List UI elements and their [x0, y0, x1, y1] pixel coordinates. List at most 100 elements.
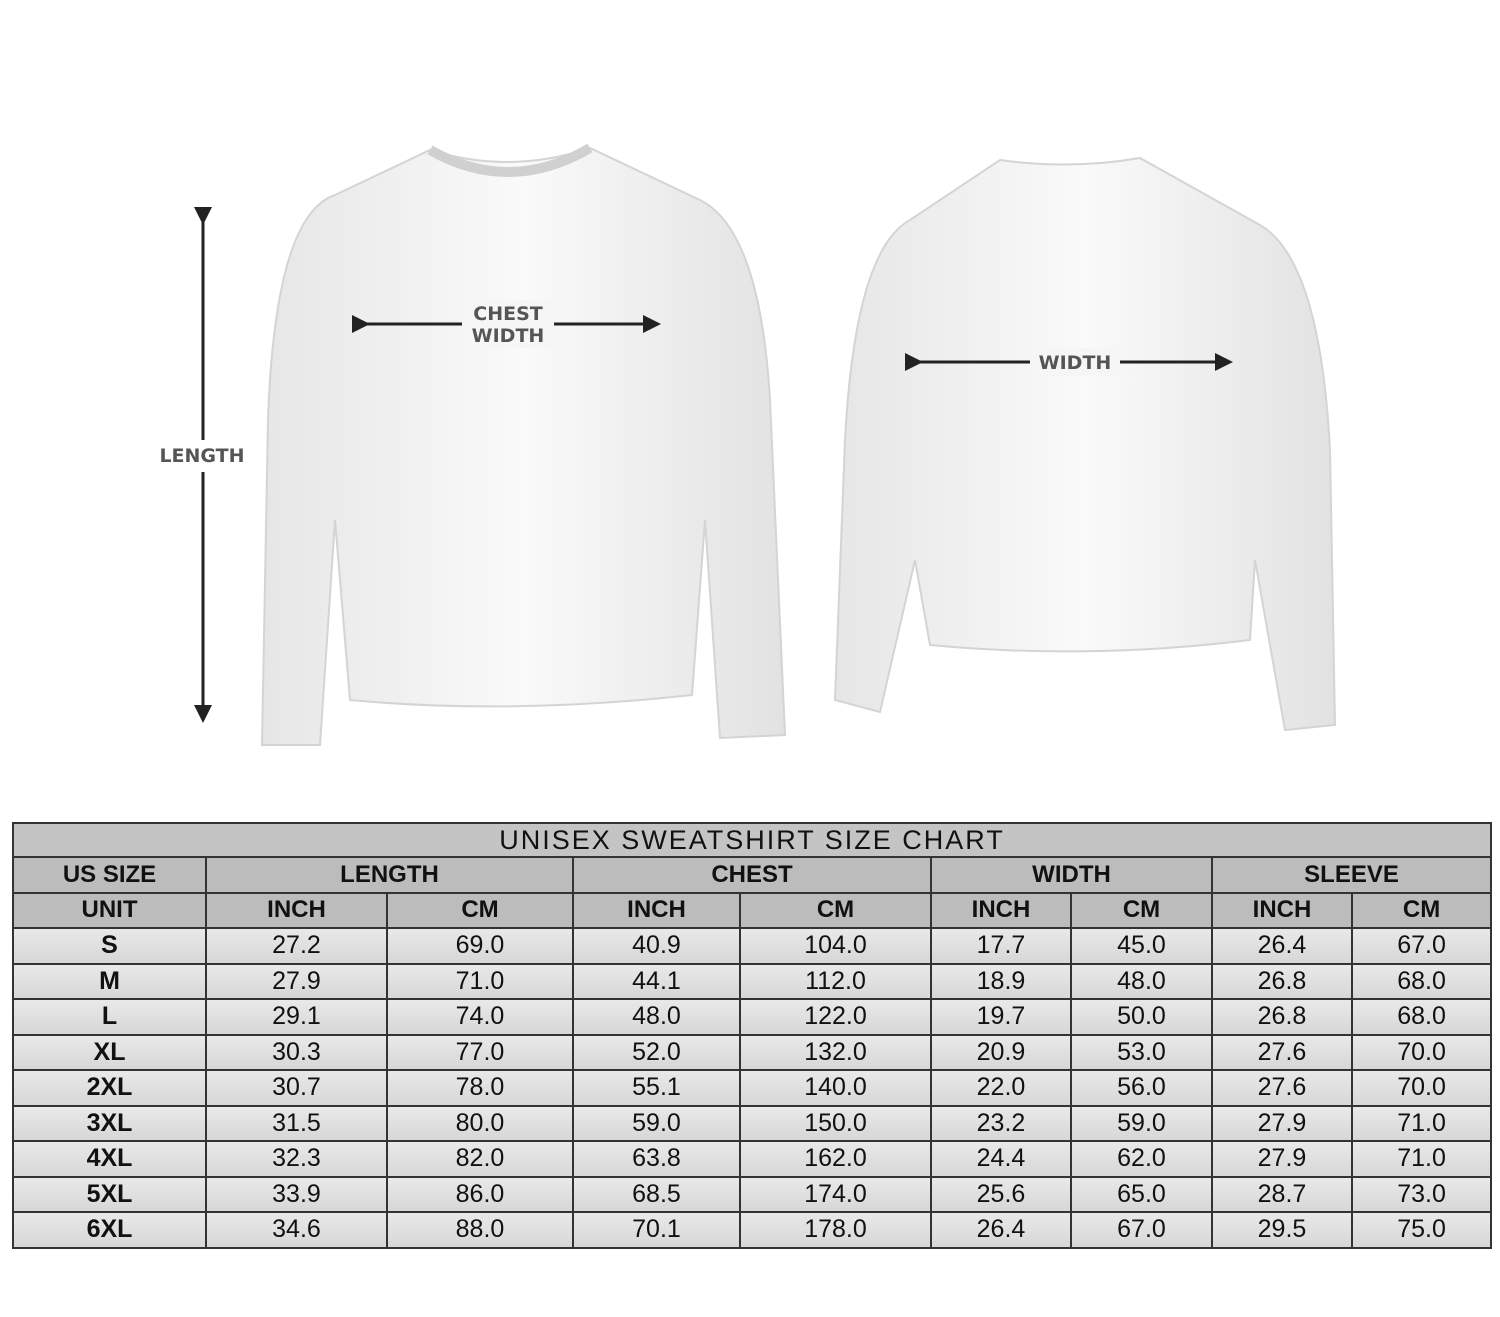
- unit-header: INCH: [1211, 891, 1353, 929]
- size-cell: 6XL: [12, 1211, 207, 1249]
- measurement-cell: 29.1: [205, 998, 388, 1036]
- measurement-cell: 44.1: [572, 962, 741, 1000]
- measurement-cell: 52.0: [572, 1033, 741, 1071]
- measurement-cell: 31.5: [205, 1104, 388, 1142]
- size-cell: 4XL: [12, 1140, 207, 1178]
- measurement-cell: 68.0: [1350, 962, 1493, 1000]
- measurement-cell: 71.0: [386, 962, 574, 1000]
- chest-label-line2: WIDTH: [471, 325, 545, 347]
- measurement-cell: 27.9: [205, 962, 388, 1000]
- header-sleeve: SLEEVE: [1210, 856, 1493, 894]
- measurement-cell: 78.0: [386, 1069, 574, 1107]
- size-cell: 5XL: [12, 1175, 207, 1213]
- back-width-label: WIDTH: [1038, 352, 1112, 374]
- measurement-cell: 48.0: [1070, 962, 1213, 1000]
- size-cell: M: [12, 962, 207, 1000]
- chest-label-line1: CHEST: [473, 303, 543, 325]
- size-cell: 2XL: [12, 1069, 207, 1107]
- header-width: WIDTH: [930, 856, 1213, 894]
- measurement-cell: 70.0: [1350, 1033, 1493, 1071]
- measurement-cell: 63.8: [572, 1140, 741, 1178]
- measurement-cell: 34.6: [205, 1211, 388, 1249]
- measurement-cell: 27.2: [205, 927, 388, 965]
- measurement-cell: 140.0: [739, 1069, 932, 1107]
- measurement-cell: 71.0: [1350, 1104, 1493, 1142]
- table-row: 3XL 31.5 80.0 59.0 150.0 23.2 59.0 27.9 71.0: [12, 1104, 1493, 1142]
- measurement-cell: 74.0: [386, 998, 574, 1036]
- measurement-cell: 104.0: [739, 927, 932, 965]
- measurement-cell: 162.0: [739, 1140, 932, 1178]
- front-sweatshirt: [260, 143, 787, 746]
- measurement-cell: 26.4: [930, 1211, 1072, 1249]
- measurement-cell: 23.2: [930, 1104, 1072, 1142]
- measurement-cell: 27.9: [1211, 1140, 1353, 1178]
- measurement-cell: 27.6: [1211, 1033, 1353, 1071]
- measurement-cell: 88.0: [386, 1211, 574, 1249]
- measurement-cell: 69.0: [386, 927, 574, 965]
- unit-header: CM: [1070, 891, 1213, 929]
- measurement-cell: 75.0: [1350, 1211, 1493, 1249]
- unit-header: CM: [739, 891, 932, 929]
- size-cell: S: [12, 927, 207, 965]
- measurement-cell: 150.0: [739, 1104, 932, 1142]
- header-chest: CHEST: [572, 856, 932, 894]
- measurement-cell: 68.0: [1350, 998, 1493, 1036]
- measurement-cell: 132.0: [739, 1033, 932, 1071]
- measurement-cell: 62.0: [1070, 1140, 1213, 1178]
- unit-header: INCH: [572, 891, 741, 929]
- measurement-cell: 77.0: [386, 1033, 574, 1071]
- measurement-cell: 32.3: [205, 1140, 388, 1178]
- header-length: LENGTH: [205, 856, 574, 894]
- measurement-cell: 28.7: [1211, 1175, 1353, 1213]
- table-row: XL 30.3 77.0 52.0 132.0 20.9 53.0 27.6 70.0: [12, 1033, 1493, 1071]
- table-row: 4XL 32.3 82.0 63.8 162.0 24.4 62.0 27.9 71.0: [12, 1140, 1493, 1178]
- measurement-cell: 17.7: [930, 927, 1072, 965]
- measurement-cell: 19.7: [930, 998, 1072, 1036]
- measurement-cell: 70.1: [572, 1211, 741, 1249]
- size-chart-table: UNISEX SWEATSHIRT SIZE CHART US SIZE LEN…: [11, 822, 1493, 1249]
- header-us-size: US SIZE: [12, 856, 207, 894]
- measurement-cell: 55.1: [572, 1069, 741, 1107]
- length-label: LENGTH: [159, 445, 245, 467]
- table-row: 5XL 33.9 86.0 68.5 174.0 25.6 65.0 28.7 73.0: [12, 1175, 1493, 1213]
- unit-header: INCH: [205, 891, 388, 929]
- measurement-cell: 45.0: [1070, 927, 1213, 965]
- measurement-cell: 70.0: [1350, 1069, 1493, 1107]
- table-row: M 27.9 71.0 44.1 112.0 18.9 48.0 26.8 68.0: [12, 962, 1493, 1000]
- group-header-row: US SIZE LENGTH CHEST WIDTH SLEEVE: [12, 856, 1493, 894]
- measurement-cell: 71.0: [1350, 1140, 1493, 1178]
- measurement-cell: 40.9: [572, 927, 741, 965]
- measurement-cell: 86.0: [386, 1175, 574, 1213]
- measurement-cell: 33.9: [205, 1175, 388, 1213]
- table-row: L 29.1 74.0 48.0 122.0 19.7 50.0 26.8 68.0: [12, 998, 1493, 1036]
- measurement-cell: 67.0: [1070, 1211, 1213, 1249]
- measurement-cell: 22.0: [930, 1069, 1072, 1107]
- measurement-cell: 82.0: [386, 1140, 574, 1178]
- measurement-cell: 25.6: [930, 1175, 1072, 1213]
- table-title: UNISEX SWEATSHIRT SIZE CHART: [11, 822, 1493, 858]
- measurement-cell: 30.3: [205, 1033, 388, 1071]
- table-row: 2XL 30.7 78.0 55.1 140.0 22.0 56.0 27.6 70.0: [12, 1069, 1493, 1107]
- measurement-cell: 68.5: [572, 1175, 741, 1213]
- measurement-cell: 26.4: [1211, 927, 1353, 965]
- back-sweatshirt: [833, 156, 1337, 732]
- measurement-cell: 24.4: [930, 1140, 1072, 1178]
- unit-header: CM: [386, 891, 574, 929]
- sweatshirt-illustration: [194, 143, 1337, 746]
- measurement-cell: 112.0: [739, 962, 932, 1000]
- chest-width-label: CHEST WIDTH: [458, 303, 558, 347]
- measurement-cell: 30.7: [205, 1069, 388, 1107]
- measurement-cell: 27.9: [1211, 1104, 1353, 1142]
- unit-header-row: UNIT INCH CM INCH CM INCH CM INCH CM: [12, 891, 1493, 929]
- table-row: S 27.2 69.0 40.9 104.0 17.7 45.0 26.4 67.0: [12, 927, 1493, 965]
- measurement-cell: 122.0: [739, 998, 932, 1036]
- measurement-cell: 178.0: [739, 1211, 932, 1249]
- measurement-cell: 26.8: [1211, 998, 1353, 1036]
- measurement-cell: 27.6: [1211, 1069, 1353, 1107]
- measurement-cell: 50.0: [1070, 998, 1213, 1036]
- measurement-cell: 67.0: [1350, 927, 1493, 965]
- table-row: 6XL 34.6 88.0 70.1 178.0 26.4 67.0 29.5 75.0: [12, 1211, 1493, 1249]
- measurement-cell: 65.0: [1070, 1175, 1213, 1213]
- measurement-cell: 48.0: [572, 998, 741, 1036]
- unit-label: UNIT: [12, 891, 207, 929]
